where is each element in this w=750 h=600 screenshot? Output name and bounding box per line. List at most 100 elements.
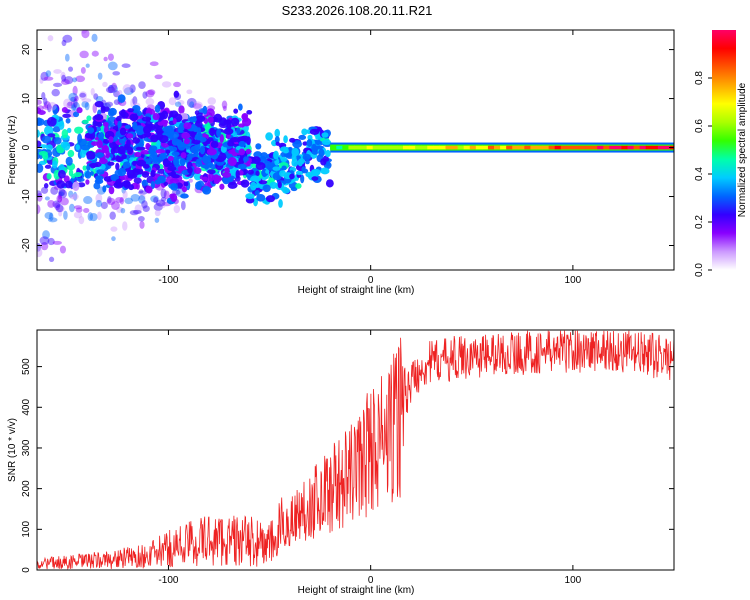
spectrogram-blob [227,149,236,155]
spectrogram-blob [72,85,78,96]
spectrogram-blob [161,81,172,88]
spectrogram-blob [289,137,296,143]
spectrogram-blob [181,186,188,193]
colorbar: 0.0 0.2 0.4 0.6 0.8 Normalized spectral ampl… [694,30,748,277]
spectrogram-blob [282,148,290,154]
spectrogram-blob [143,131,152,138]
spectrogram-blob [216,161,224,166]
spectrogram-blob [46,173,52,180]
spectrogram-blob [283,152,293,158]
spectrogram-blob [40,242,49,251]
spectrogram-blob [62,8,70,16]
spectrogram-blob [186,89,193,95]
spectrogram-blob [309,128,320,135]
spectrogram-blob [295,183,302,189]
spectrogram-blob [321,132,329,138]
spectrogram-blob [129,209,139,216]
spectrogram-x-ticks: -100 0 100 [158,30,582,286]
spectrogram-plot-area [37,5,674,263]
spectrogram-blob [120,207,126,214]
carrier-segment [475,145,483,150]
snr-x-ticks: -100 0 100 [158,330,582,586]
spectrogram-blob [121,180,131,187]
spectrogram-blob [132,96,138,106]
spectrogram-blob [206,148,217,156]
spectrogram-y-label: Frequency (Hz) [7,116,18,185]
spectrogram-blob [113,90,120,98]
spectrogram-blob [139,221,145,229]
spectrogram-blob [178,122,185,132]
spectrogram-blob [180,193,189,199]
spectrogram-blob [74,95,79,102]
spectrogram-blob [75,207,83,213]
spectrogram-blob [243,156,249,163]
carrier-segment [348,145,355,150]
spectrogram-blob [67,101,73,107]
spectrogram-blob [227,181,238,189]
spectrogram-blob [47,103,52,113]
spectrogram-blob [84,101,90,111]
spectrogram-blob [169,110,179,118]
spectrogram-blob [47,217,58,223]
spectrogram-blob [305,171,313,178]
spectrogram-blob [83,196,93,205]
spectrogram-blob [153,196,159,204]
spectrogram-blob [119,127,127,136]
spectrogram-blob [75,75,86,83]
spectrogram-blob [80,149,87,158]
spectrogram-blob [193,101,203,111]
spectrogram-blob [93,182,101,190]
spectrogram-blob [154,104,161,113]
spectrogram-blob [81,119,89,125]
carrier-segment [415,145,422,150]
spectrogram-blob [37,140,42,148]
spectrogram-blob [90,88,95,96]
spectrogram-blob [249,181,257,191]
spectrogram-blob [136,159,147,167]
spectrogram-blob [159,200,166,209]
spectrogram-blob [67,149,75,158]
spectrogram-blob [118,146,126,155]
spectrogram-blob [61,74,66,82]
y-tick-label: 400 [21,399,32,416]
spectrogram-blob [47,133,56,138]
spectrogram-blob [107,161,115,166]
spectrogram-blob [210,140,219,149]
carrier-segment [342,145,349,150]
spectrogram-blob [310,168,321,176]
spectrogram-blob [193,167,202,175]
spectrogram-blob [102,185,107,193]
spectrogram-blob [247,169,255,175]
spectrogram-blob [108,107,117,116]
spectrogram-blob [141,179,149,187]
spectrogram-blob [50,186,59,195]
spectrogram-blob [97,211,102,221]
carrier-segment [542,145,550,150]
spectrogram-blob [38,5,47,12]
spectrogram-blob [195,160,203,168]
spectrogram-blob [94,178,104,184]
spectrogram-blob [153,203,163,211]
spectrogram-blob [265,195,276,203]
spectrogram-blob [37,190,42,198]
spectrogram-blob [150,195,159,203]
spectrogram-blob [297,158,303,167]
spectrogram-blob [37,204,41,215]
spectrogram-blob [117,167,127,177]
spectrogram-blob [140,149,151,155]
spectrogram-blob [138,81,146,90]
spectrogram-blob [227,177,234,183]
spectrogram-blob [43,125,54,136]
spectrogram-blob [52,240,62,245]
spectrogram-blob [78,216,85,225]
spectrogram-blob [133,209,142,215]
spectrogram-blob [86,151,96,160]
colorbar-tick-label: 0.2 [694,215,705,229]
spectrogram-blob [43,97,48,106]
spectrogram-blob [183,138,190,145]
spectrogram-blob [56,194,63,203]
carrier-segment [548,145,556,150]
spectrogram-blob [100,105,106,112]
spectrogram-blob [64,180,73,189]
spectrogram-blob [161,119,169,125]
